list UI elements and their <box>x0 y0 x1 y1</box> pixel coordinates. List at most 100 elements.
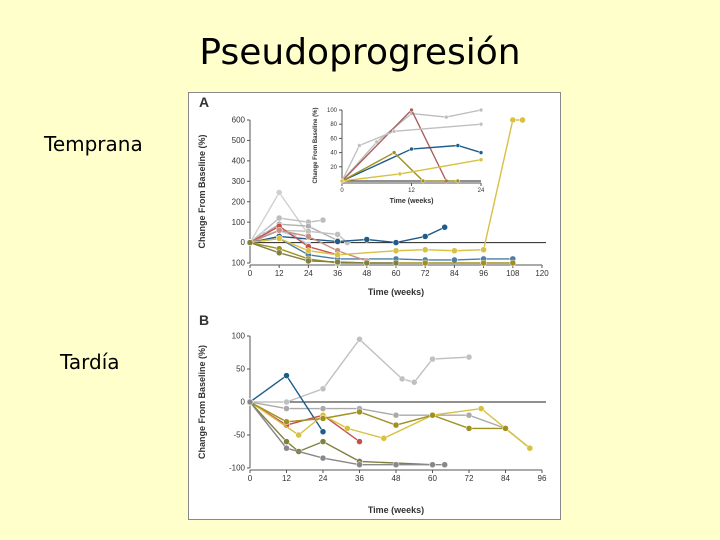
x-tick-label: 48 <box>392 474 401 483</box>
x-tick-label: 24 <box>319 474 328 483</box>
data-point <box>356 336 363 343</box>
y-tick-label: 100 <box>232 259 246 268</box>
data-point <box>392 259 400 267</box>
data-point <box>356 438 363 445</box>
y-tick-label: 300 <box>232 177 246 186</box>
x-tick-label: 108 <box>506 269 520 278</box>
x-axis-label: Time (weeks) <box>390 198 434 205</box>
y-axis-label: Change From Baseline (%) <box>197 345 207 459</box>
data-point <box>246 398 254 406</box>
data-point <box>380 435 388 442</box>
data-point <box>334 238 341 245</box>
data-point <box>334 251 341 259</box>
data-point <box>398 375 406 383</box>
data-point <box>283 444 290 452</box>
data-point <box>275 189 283 196</box>
data-point <box>409 146 414 152</box>
series-line <box>249 401 506 430</box>
series-line <box>249 401 433 466</box>
data-point <box>319 454 327 462</box>
series-line <box>249 225 338 256</box>
data-point <box>397 171 403 177</box>
data-point <box>283 418 290 426</box>
x-tick-label: 96 <box>479 269 488 278</box>
series-line <box>341 144 482 182</box>
data-point <box>421 246 429 253</box>
data-point <box>451 247 458 254</box>
data-point <box>319 415 327 422</box>
x-tick-label: 84 <box>450 269 459 278</box>
panel-b-letter: B <box>199 312 209 328</box>
data-point <box>283 438 290 445</box>
data-point <box>339 178 345 184</box>
data-point <box>455 178 461 184</box>
data-point <box>334 231 341 238</box>
x-tick-label: 12 <box>282 474 291 483</box>
data-point <box>275 235 283 242</box>
data-point <box>305 257 312 265</box>
data-point <box>421 259 429 267</box>
data-point <box>319 438 327 445</box>
y-tick-label: -50 <box>233 431 245 440</box>
data-point <box>392 421 400 429</box>
data-point <box>441 224 448 231</box>
data-point <box>246 239 254 246</box>
data-point <box>283 405 290 412</box>
y-tick-label: 600 <box>232 116 246 125</box>
data-point <box>319 405 327 412</box>
data-point <box>319 428 327 435</box>
data-point <box>392 461 400 468</box>
panel-a-letter: A <box>199 94 209 110</box>
data-point <box>391 150 397 155</box>
data-point <box>429 355 436 363</box>
data-point <box>319 216 327 224</box>
y-tick-label: 60 <box>330 136 337 142</box>
figure-panel: A B 0 12 24 36 48 60 72 84 96 108 120 600 500 400 300 2… <box>188 92 561 520</box>
data-point <box>344 425 351 432</box>
data-point <box>480 246 487 253</box>
data-point <box>509 116 517 124</box>
x-tick-label: 84 <box>501 474 510 483</box>
data-point <box>363 236 371 243</box>
x-tick-label: 72 <box>421 269 430 278</box>
data-point <box>480 259 487 267</box>
data-point <box>356 408 363 416</box>
series-line <box>249 119 523 256</box>
label-early: Temprana <box>44 132 143 156</box>
data-point <box>478 107 484 113</box>
data-point <box>392 411 400 419</box>
x-tick-label: 12 <box>408 188 415 194</box>
y-tick-label: 0 <box>241 238 246 247</box>
data-point <box>283 398 290 406</box>
x-axis-label: Time (weeks) <box>368 505 424 515</box>
x-axis-label: Time (weeks) <box>368 287 424 297</box>
data-point <box>478 150 484 155</box>
data-point <box>509 259 517 267</box>
data-point <box>451 256 458 264</box>
data-point <box>283 372 290 379</box>
x-tick-label: 96 <box>538 474 547 483</box>
data-point <box>478 157 484 162</box>
data-point <box>392 247 400 254</box>
x-tick-label: 24 <box>304 269 313 278</box>
data-point <box>357 143 362 148</box>
data-point <box>305 233 312 240</box>
chart-a: 0 12 24 36 48 60 72 84 96 108 12060050040030020010… <box>197 116 549 297</box>
series-line <box>249 241 396 264</box>
y-axis-label: Change From Baseline (%) <box>313 107 319 183</box>
data-point <box>526 444 534 452</box>
x-tick-label: 12 <box>275 269 284 278</box>
data-point <box>363 259 371 267</box>
data-point <box>421 233 429 240</box>
data-point <box>392 239 400 246</box>
data-point <box>465 411 473 419</box>
data-point <box>411 378 418 386</box>
y-tick-label: 50 <box>236 365 245 374</box>
series-line <box>341 151 458 182</box>
data-point <box>429 461 436 468</box>
series-line <box>250 338 470 403</box>
y-tick-label: 200 <box>232 197 246 206</box>
x-tick-label: 72 <box>465 474 474 483</box>
chart-b: 0 12 24 36 48 60 72 84 96 100 50 0 -50 -100 Time (week… <box>197 332 547 515</box>
data-point <box>420 178 426 184</box>
